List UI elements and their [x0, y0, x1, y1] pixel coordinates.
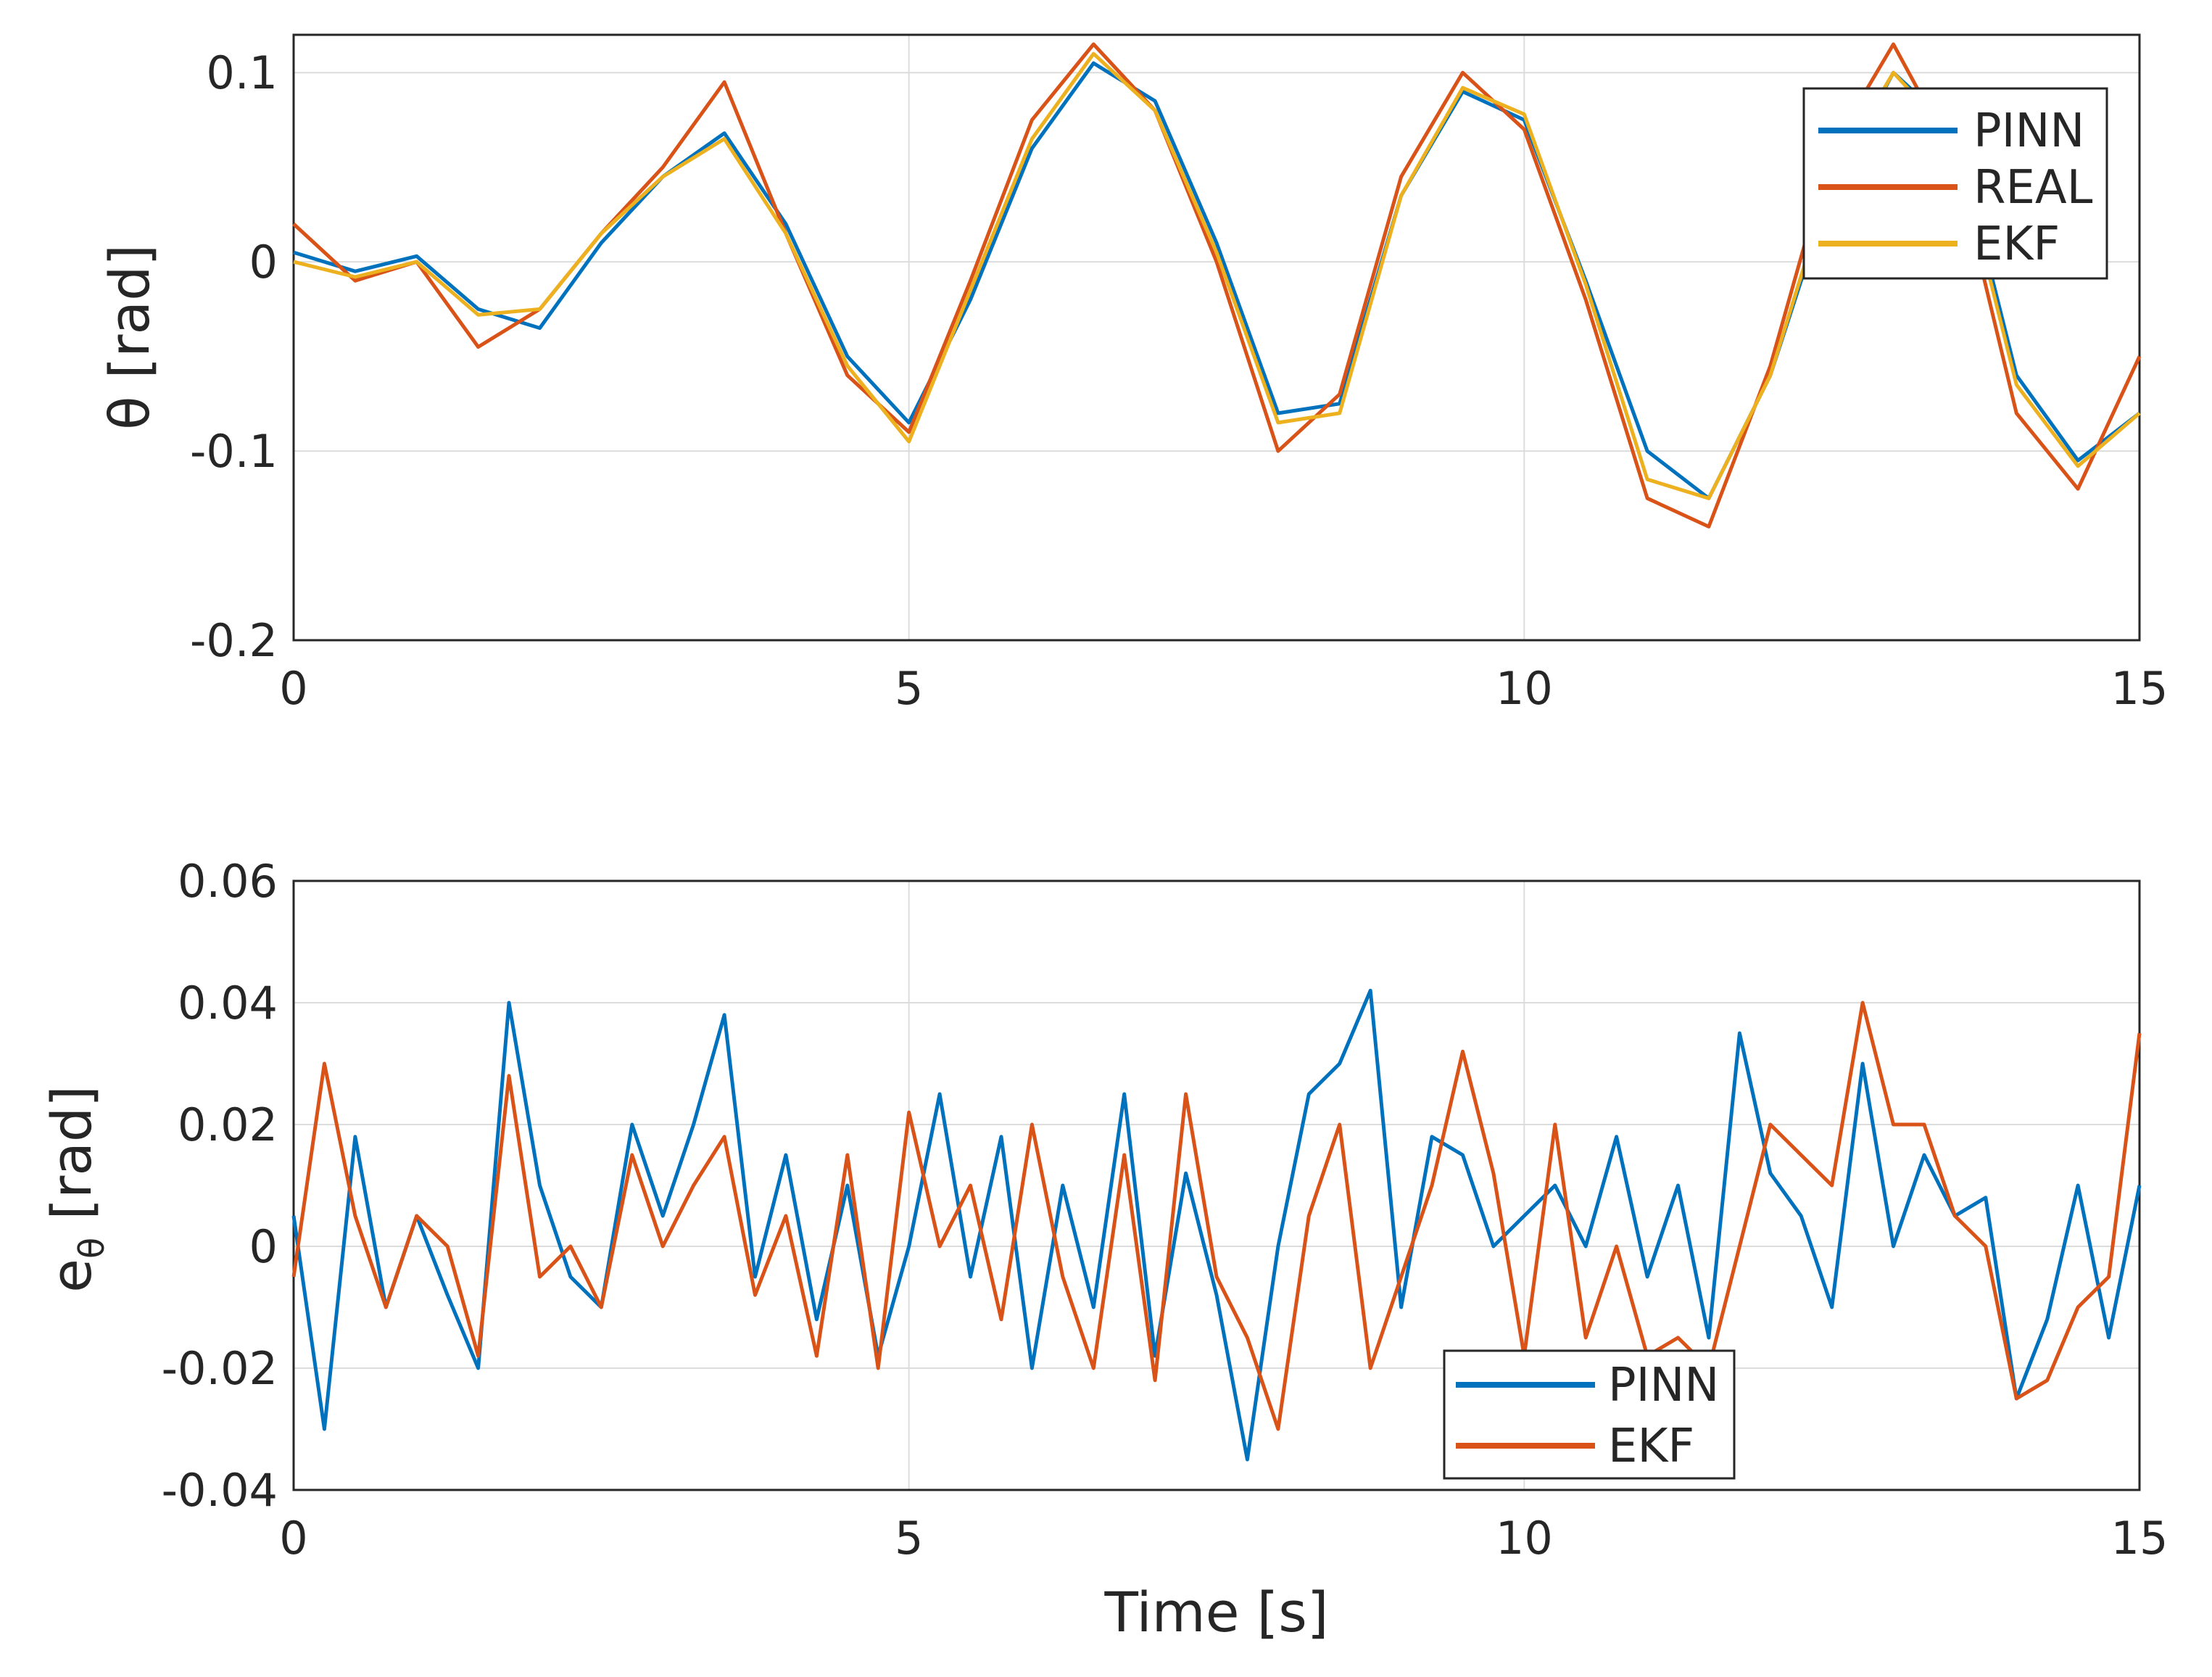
- error-y-axis-label: eθ [rad]: [39, 1085, 112, 1293]
- theta-axes-frame: [292, 33, 2141, 642]
- theta-y-tick-labels: -0.2 -0.1 0 0.1: [190, 46, 278, 667]
- theta-plot: 0 5 10 15 -0.2 -0.1 0 0.1 θ [rad] PINN R…: [97, 33, 2168, 715]
- error-plot: 0 5 10 15 -0.04 -0.02 0 0.02 0.04 0.06 e…: [39, 855, 2168, 1644]
- error-series-group: [291, 988, 2142, 1462]
- error-series-ekf: [291, 1001, 2142, 1431]
- error-legend: PINN EKF: [1443, 1349, 1736, 1480]
- error-y-tick: 0: [249, 1220, 278, 1273]
- time-axis-label: Time [s]: [1103, 1580, 1328, 1644]
- theta-y-tick: 0.1: [206, 46, 278, 99]
- theta-y-axis-label: θ [rad]: [97, 244, 162, 430]
- error-y-label-unit: [39, 1220, 104, 1238]
- error-y-label-symbol: e: [39, 1259, 104, 1293]
- error-x-tick-labels: 0 5 10 15: [279, 1512, 2168, 1565]
- error-y-tick-labels: -0.04 -0.02 0 0.02 0.04 0.06: [162, 855, 278, 1517]
- legend-label-real: REAL: [1973, 161, 2093, 215]
- theta-x-tick: 0: [279, 662, 307, 715]
- legend-label-ekf: EKF: [1608, 1420, 1694, 1473]
- theta-y-tick: 0: [249, 236, 278, 289]
- error-x-tick: 0: [279, 1512, 307, 1565]
- legend-label-ekf: EKF: [1973, 218, 2060, 271]
- error-x-tick: 5: [895, 1512, 923, 1565]
- error-y-tick: 0.06: [178, 855, 278, 908]
- theta-y-tick: -0.2: [190, 614, 278, 667]
- theta-y-tick: -0.1: [190, 425, 278, 478]
- error-x-tick: 10: [1496, 1512, 1553, 1565]
- legend-label-pinn: PINN: [1608, 1359, 1719, 1412]
- error-y-tick: 0.02: [178, 1098, 278, 1151]
- error-y-label-unit-text: [rad]: [39, 1085, 104, 1220]
- theta-x-tick: 5: [895, 662, 923, 715]
- error-y-label-subscript: θ: [72, 1238, 112, 1259]
- error-legend-box: [1443, 1349, 1736, 1480]
- error-y-tick: -0.04: [162, 1464, 278, 1517]
- error-x-tick: 15: [2111, 1512, 2168, 1565]
- error-y-tick: -0.02: [162, 1342, 278, 1395]
- theta-x-tick: 15: [2111, 662, 2168, 715]
- error-y-tick: 0.04: [178, 977, 278, 1030]
- theta-x-tick: 10: [1496, 662, 1553, 715]
- legend-label-pinn: PINN: [1973, 104, 2084, 158]
- theta-x-tick-labels: 0 5 10 15: [279, 662, 2168, 715]
- theta-legend: PINN REAL EKF: [1802, 87, 2108, 280]
- theta-legend-box: [1802, 87, 2108, 280]
